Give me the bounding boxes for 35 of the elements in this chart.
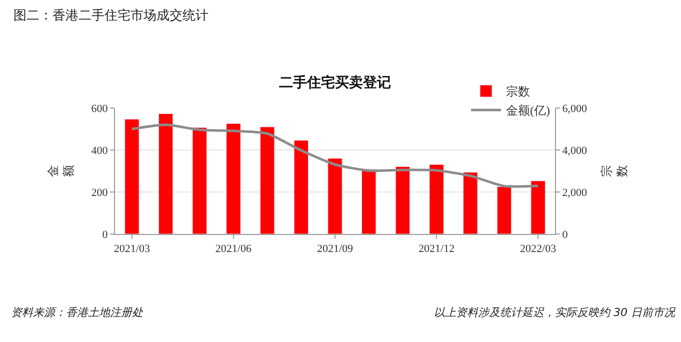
y2-tick-label: 2,000 bbox=[562, 186, 588, 199]
chart-subtitle: 二手住宅买卖登记 bbox=[279, 74, 391, 91]
bar bbox=[395, 166, 410, 234]
y2-axis-title: 宗数 bbox=[599, 165, 629, 177]
y2-tick-label: 0 bbox=[562, 228, 568, 241]
y-tick-label: 400 bbox=[91, 144, 108, 157]
text: 资料来源：香港土地注册处 bbox=[11, 306, 144, 319]
bar bbox=[496, 186, 512, 234]
text: 以上资料涉及统计延迟，实际反映约 30 日前市况 bbox=[434, 306, 676, 319]
x-tick-label: 2021/03 bbox=[114, 243, 150, 256]
line-series bbox=[130, 124, 540, 188]
y-tick-label: 200 bbox=[91, 186, 108, 199]
bar bbox=[158, 113, 174, 234]
bar bbox=[124, 118, 140, 234]
bar bbox=[530, 180, 546, 234]
y-axis-title: 金额 bbox=[46, 165, 76, 177]
bar bbox=[429, 164, 444, 234]
y2-tick-label: 6,000 bbox=[562, 102, 588, 115]
y-tick-label: 600 bbox=[91, 102, 108, 115]
y-tick-label: 0 bbox=[102, 228, 108, 241]
bar bbox=[463, 172, 478, 234]
bar bbox=[294, 140, 309, 234]
legend-label: 金额(亿) bbox=[506, 104, 550, 118]
chart-title: 图二：香港二手住宅市场成交统计 bbox=[14, 7, 209, 24]
legend-label: 宗数 bbox=[506, 84, 530, 99]
x-tick-label: 2021/06 bbox=[215, 243, 252, 256]
bar bbox=[361, 168, 376, 234]
bar bbox=[260, 126, 275, 234]
bar bbox=[328, 158, 342, 234]
bar bbox=[226, 123, 241, 234]
x-tick-label: 2022/03 bbox=[520, 243, 557, 256]
x-tick-label: 2021/09 bbox=[316, 243, 354, 256]
y2-tick-label: 4,000 bbox=[562, 144, 588, 157]
x-tick-label: 2021/12 bbox=[418, 243, 455, 256]
bar bbox=[192, 127, 207, 234]
